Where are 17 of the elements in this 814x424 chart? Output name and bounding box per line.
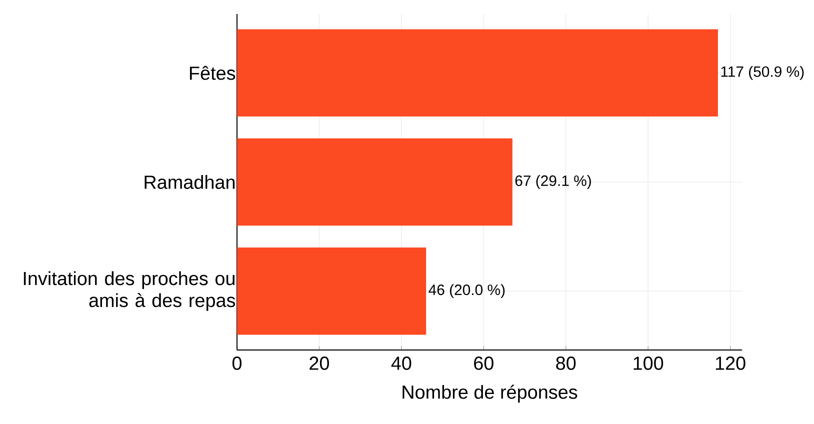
y-tick-label: Invitation des proches ou amis à des repas [24, 271, 236, 311]
data-label: 67 (29.1 %) [515, 175, 591, 189]
x-tick-label: 60 [474, 356, 494, 370]
data-label: 117 (50.9 %) [721, 66, 804, 80]
x-tick-label: 20 [310, 356, 329, 370]
bar [237, 138, 512, 226]
y-tick-label: Ramadhan [144, 175, 235, 189]
bar [237, 247, 426, 335]
x-tick-label: 40 [391, 356, 412, 370]
data-label: 46 (20.0 %) [428, 284, 505, 298]
x-axis-title: Nombre de réponses [402, 384, 578, 403]
bar [237, 29, 718, 117]
x-tick-label: 120 [716, 356, 746, 370]
y-tick-label: Fêtes [190, 66, 236, 80]
x-tick-label: 100 [634, 356, 664, 370]
x-tick-label: 0 [232, 356, 242, 370]
x-tick-label: 80 [556, 356, 576, 370]
